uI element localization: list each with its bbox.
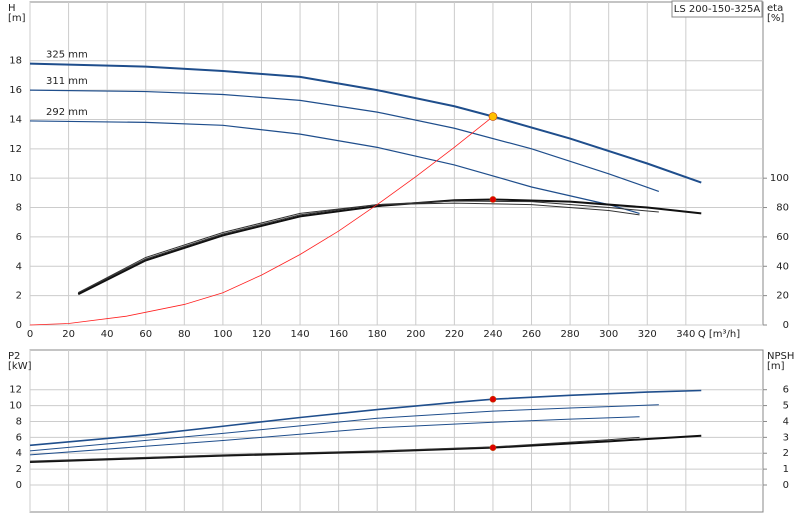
x-tick-label: 80 [178,329,191,340]
y-tick-label: 4 [16,448,22,459]
y-tick-label: 10 [9,173,22,184]
y-axis-unit: [m] [8,13,26,24]
x-axis-label: Q [m³/h] [698,329,740,340]
y2-tick-label: 0 [783,480,789,491]
curve [29,62,702,184]
y-tick-label: 18 [9,56,22,67]
x-tick-label: 40 [101,329,114,340]
x-tick-label: 200 [406,329,425,340]
y-tick-label: 6 [16,232,22,243]
x-tick-label: 0 [27,329,33,340]
y2-tick-label: 20 [776,291,789,302]
y-tick-label: 12 [9,144,22,155]
y-tick-label: 2 [16,464,22,475]
x-tick-label: 140 [291,329,310,340]
x-tick-label: 260 [522,329,541,340]
y2-tick-label: 6 [783,385,789,396]
y2-tick-label: 80 [776,203,789,214]
y-tick-label: 6 [16,432,22,443]
x-tick-label: 280 [561,329,580,340]
y-tick-label: 0 [16,480,22,491]
y-tick-label: 8 [16,203,22,214]
y-tick-label: 0 [16,320,22,331]
curve [29,89,660,192]
y-tick-label: 14 [9,114,22,125]
x-tick-label: 240 [483,329,502,340]
y2-axis-label: NPSH [767,351,794,362]
y2-tick-label: 100 [770,173,789,184]
y2-tick-label: 1 [783,464,789,475]
y2-tick-label: 2 [783,448,789,459]
curve [29,120,640,214]
curve-label: 311 mm [46,76,88,87]
x-tick-label: 20 [62,329,75,340]
y-axis-label: H [8,3,16,14]
y2-tick-label: 5 [783,401,789,412]
duty-point [489,395,497,403]
curve [29,436,640,462]
duty-point [489,444,497,451]
y-tick-label: 12 [9,385,22,396]
y2-tick-label: 4 [783,416,789,427]
plot-area [29,349,764,513]
x-tick-label: 320 [638,329,657,340]
y2-tick-label: 0 [783,320,789,331]
y-axis-label: P2 [8,351,20,362]
model-box [671,0,763,18]
duty-point [488,112,498,121]
y2-axis-label: eta [767,3,783,14]
curve [29,389,702,447]
x-tick-label: 180 [368,329,387,340]
y-tick-label: 4 [16,261,22,272]
y2-tick-label: 60 [776,232,789,243]
curve [29,116,494,326]
curve-label: 292 mm [46,107,88,118]
y2-axis-unit: [m] [767,361,785,372]
y2-axis-unit: [%] [767,13,784,24]
x-tick-label: 100 [213,329,232,340]
y-axis-unit: [kW] [8,361,32,372]
curve [29,404,659,452]
curve-label: 325 mm [46,50,88,61]
x-tick-label: 120 [252,329,271,340]
x-tick-label: 220 [445,329,464,340]
y-tick-label: 16 [9,85,22,96]
model-label: LS 200-150-325A [674,4,761,15]
duty-point [489,196,497,203]
x-tick-label: 160 [329,329,348,340]
y2-tick-label: 3 [783,432,789,443]
x-tick-label: 340 [676,329,695,340]
plot-area [29,1,764,326]
curve [29,434,702,463]
y-tick-label: 2 [16,291,22,302]
y-tick-label: 10 [9,401,22,412]
y2-tick-label: 40 [776,261,789,272]
y-tick-label: 8 [16,416,22,427]
curve [29,416,640,456]
x-tick-label: 300 [599,329,618,340]
x-tick-label: 60 [139,329,152,340]
